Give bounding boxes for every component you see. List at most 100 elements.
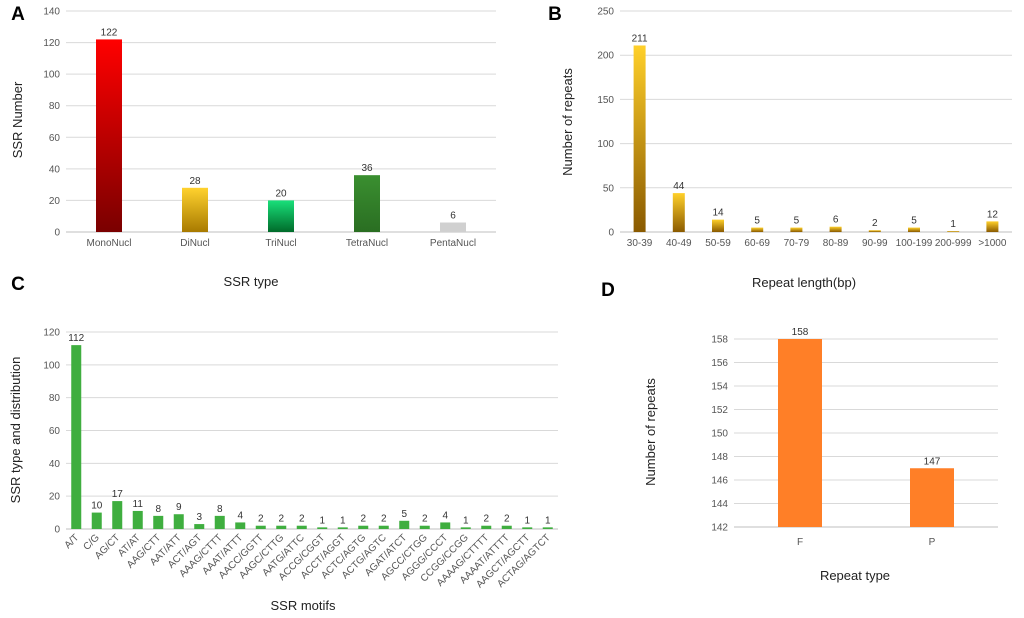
bar: [672, 193, 685, 232]
y-tick-label: 146: [711, 476, 728, 487]
data-label: 1: [319, 515, 325, 526]
data-label: 3: [196, 512, 202, 523]
bar: [276, 525, 287, 529]
data-label: 2: [278, 514, 284, 525]
x-tick-label: 40-49: [666, 238, 692, 249]
y-tick-label: 40: [49, 459, 61, 470]
y-tick-label: 200: [597, 51, 614, 62]
bar: [358, 525, 369, 529]
bar: [317, 527, 328, 529]
bar: [986, 221, 999, 232]
bar: [522, 527, 533, 529]
data-label: 158: [792, 327, 809, 338]
y-tick-label: 140: [43, 7, 60, 18]
data-label: 12: [987, 209, 999, 220]
bar: [235, 522, 246, 529]
y-tick-label: 100: [43, 360, 60, 371]
data-label: 1: [463, 515, 469, 526]
bar: [182, 187, 208, 232]
bar: [790, 227, 803, 232]
bar: [829, 226, 842, 232]
data-label: 4: [237, 510, 243, 521]
data-label: 122: [101, 27, 118, 38]
bar: [440, 522, 451, 529]
chart-panel-b: B 0 50 100 150 200 250 211 30-39 44 40-49 14 50-59 5 6…: [548, 4, 1012, 290]
panel-label: A: [11, 4, 25, 25]
y-tick-label: 0: [54, 228, 60, 239]
data-label: 5: [911, 216, 917, 227]
y-tick-label: 100: [43, 70, 60, 81]
chart-panel-d: D 142 144 146 148 150 152 154 156 158 158 F 147 P Repe…: [601, 280, 998, 583]
bar: [908, 227, 920, 232]
bar: [91, 512, 102, 529]
y-tick-label: 144: [711, 499, 728, 510]
data-label: 2: [381, 514, 387, 525]
data-label: 8: [217, 504, 223, 515]
bar: [132, 510, 143, 529]
bar: [419, 525, 430, 529]
bar: [194, 524, 205, 529]
y-axis-title: SSR type and distribution: [8, 357, 23, 504]
y-tick-label: 150: [711, 429, 728, 440]
data-label: 8: [155, 504, 161, 515]
bar: [633, 45, 646, 233]
data-label: 2: [299, 514, 305, 525]
data-label: 20: [275, 188, 287, 199]
y-axis-title: SSR Number: [10, 81, 25, 158]
y-tick-label: 148: [711, 452, 728, 463]
bar: [399, 520, 410, 529]
data-label: 36: [361, 163, 373, 174]
data-label: 1: [524, 515, 530, 526]
panel-label: B: [548, 4, 562, 25]
x-tick-label: 60-69: [744, 238, 770, 249]
bar: [481, 525, 492, 529]
data-label: 6: [450, 211, 456, 222]
data-label: 2: [483, 514, 489, 525]
y-tick-label: 100: [597, 139, 614, 150]
data-label: 2: [504, 514, 510, 525]
y-tick-label: 60: [49, 133, 61, 144]
bar: [751, 227, 764, 232]
panel-label: C: [11, 274, 25, 295]
bar: [868, 230, 881, 232]
chart-panel-a: A 0 20 40 60 80 100 120 140 122 MonoNucl 28 DiNucl 20…: [10, 4, 496, 289]
data-label: 112: [68, 333, 84, 344]
x-tick-label: 80-89: [823, 238, 849, 249]
panel-label: D: [601, 280, 615, 301]
y-tick-label: 120: [43, 328, 60, 339]
data-label: 211: [632, 33, 648, 44]
y-tick-label: 150: [597, 95, 614, 106]
x-tick-label: 70-79: [784, 238, 810, 249]
y-tick-label: 40: [49, 164, 61, 175]
y-tick-label: 152: [711, 405, 728, 416]
y-tick-label: 60: [49, 426, 61, 437]
x-tick-label: 100-199: [896, 238, 933, 249]
x-tick-label: TetraNucl: [346, 238, 388, 249]
bar: [712, 219, 724, 232]
x-axis-title: SSR type: [224, 274, 279, 289]
data-label: 2: [872, 218, 878, 229]
y-tick-label: 50: [603, 183, 615, 194]
data-label: 2: [360, 514, 366, 525]
data-label: 9: [176, 502, 182, 513]
data-label: 2: [422, 514, 428, 525]
bar: [96, 39, 122, 232]
data-label: 28: [189, 176, 201, 187]
data-label: 5: [401, 509, 407, 520]
x-axis-title: SSR motifs: [270, 598, 336, 613]
bar: [214, 515, 225, 529]
y-tick-label: 20: [49, 492, 61, 503]
bar: [378, 525, 389, 529]
data-label: 1: [545, 515, 551, 526]
x-tick-label: PentaNucl: [430, 238, 476, 249]
data-label: 14: [712, 208, 724, 219]
x-axis-title: Repeat length(bp): [752, 275, 856, 290]
data-label: 147: [924, 456, 941, 467]
x-tick-label: >1000: [978, 238, 1007, 249]
y-tick-label: 120: [43, 38, 60, 49]
bar: [153, 515, 164, 529]
bar: [542, 527, 553, 529]
y-tick-label: 0: [608, 228, 614, 239]
y-tick-label: 154: [711, 382, 728, 393]
data-label: 17: [112, 489, 124, 500]
